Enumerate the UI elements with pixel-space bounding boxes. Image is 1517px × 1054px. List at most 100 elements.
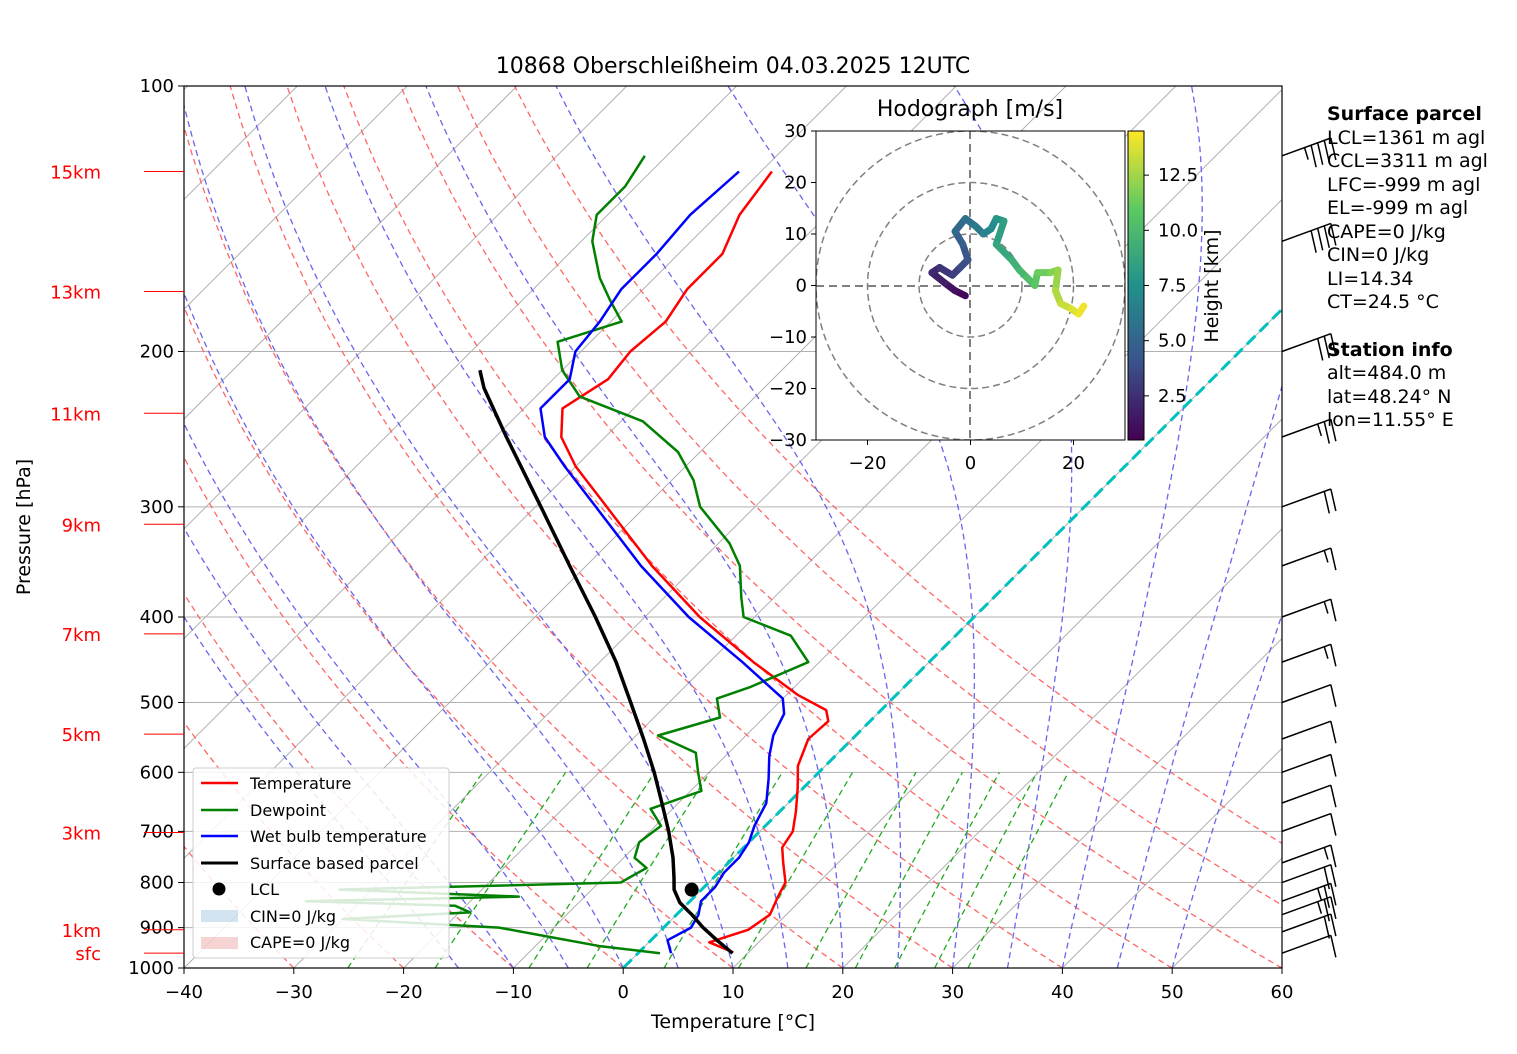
wind-barb <box>1281 784 1337 808</box>
barb-flag <box>1330 547 1337 571</box>
barb-flag <box>1323 421 1331 444</box>
dry-adiabat <box>184 305 734 968</box>
y-tick-label: 200 <box>140 342 174 363</box>
x-tick-label: 10 <box>722 982 745 1003</box>
barb-staff <box>1281 844 1332 864</box>
legend-box <box>192 767 450 959</box>
barb-flag <box>1316 887 1323 901</box>
wind-barb <box>1281 137 1337 168</box>
legend: Temperature Dewpoint Wet bulb temperatur… <box>192 767 450 959</box>
barb-flag <box>1310 230 1317 253</box>
hodograph-y-tick-label: 30 <box>784 121 807 142</box>
hodograph-segment <box>1075 302 1088 318</box>
x-axis-ticks: −40 −30 −20 −10 0 10 20 30 40 50 60 <box>165 968 1293 1003</box>
isotherm <box>184 86 518 420</box>
x-tick-label: 0 <box>617 982 628 1003</box>
y-tick-label: 100 <box>140 76 174 97</box>
hodograph-ticks: −30 −20 −10 0 10 20 30 −20 0 20 <box>769 121 1085 474</box>
y-tick-label: 500 <box>140 692 174 713</box>
isotherm <box>842 528 1282 968</box>
moist-adiabat <box>184 422 569 968</box>
wind-barb <box>1281 753 1337 777</box>
moist-adiabat <box>324 86 789 968</box>
barb-flag <box>1323 550 1329 563</box>
hodograph-segment <box>992 240 1016 264</box>
barb-flag <box>1330 864 1337 887</box>
barb-staff <box>1281 934 1332 954</box>
barb-staff <box>1281 753 1332 774</box>
y-tick-label: 300 <box>140 497 174 518</box>
barb-flag <box>1323 866 1331 890</box>
y-axis-ticks: 1000 900 800 700 600 500 400 300 200 100 <box>128 76 184 979</box>
barb-flag <box>1330 754 1337 777</box>
x-tick-label: 40 <box>1051 982 1074 1003</box>
moist-adiabat <box>555 86 902 968</box>
barb-staff <box>1281 913 1332 933</box>
hodograph-y-tick-label: 10 <box>784 224 807 245</box>
info-panel: Surface parcel LCL=1361 m agl CCL=3311 m… <box>1327 103 1488 433</box>
legend-label-cape: CAPE=0 J/kg <box>250 933 350 952</box>
isotherm <box>184 86 408 310</box>
dry-adiabat <box>457 86 1282 906</box>
hodograph-title: Hodograph [m/s] <box>877 97 1063 122</box>
series-wet-bulb-temperature <box>539 170 786 954</box>
barb-flag <box>1323 601 1329 614</box>
barb-flag <box>1330 684 1337 707</box>
surface-line-cin: CIN=0 J/kg <box>1327 244 1430 266</box>
freezing-isotherm-line <box>622 307 1282 968</box>
hodograph-x-tick-label: 20 <box>1062 453 1085 474</box>
x-tick-label: −10 <box>494 982 532 1003</box>
isotherm <box>1062 747 1282 968</box>
surface-line-lfc: LFC=-999 m agl <box>1327 173 1481 196</box>
barb-staff <box>1281 784 1332 804</box>
y-tick-label: 400 <box>140 607 174 628</box>
wind-barb <box>1281 332 1337 361</box>
hodograph-y-tick-label: −10 <box>769 327 807 348</box>
barb-flag <box>1330 935 1337 958</box>
wind-barb <box>1281 863 1337 890</box>
moist-adiabat <box>244 86 734 968</box>
mixing-ratio-line <box>805 771 917 968</box>
legend-label-parcel: Surface based parcel <box>250 854 419 873</box>
barb-staff <box>1281 488 1332 508</box>
series-surface-based-parcel <box>478 369 734 955</box>
mixing-ratio-line <box>663 771 783 968</box>
hodograph-colorbar <box>1127 130 1145 441</box>
isotherm <box>184 86 737 640</box>
surface-line-el: EL=-999 m agl <box>1327 197 1469 219</box>
legend-label-dewpoint: Dewpoint <box>250 801 326 820</box>
barb-flag <box>1323 335 1331 359</box>
dry-adiabat <box>400 86 1282 968</box>
y-axis-label: Pressure [hPa] <box>13 459 35 595</box>
surface-line-lcl: LCL=1361 m agl <box>1327 126 1486 149</box>
barb-staff <box>1281 896 1332 916</box>
moist-adiabat <box>1061 86 1203 968</box>
wind-barb <box>1281 547 1337 571</box>
height-label: 1km <box>62 921 101 942</box>
barb-flag <box>1330 721 1337 744</box>
barb-flag <box>1330 137 1337 161</box>
wind-barb <box>1281 683 1337 707</box>
legend-label-lcl: LCL <box>250 880 279 899</box>
barb-flag <box>1323 847 1329 860</box>
legend-label-temperature: Temperature <box>249 774 351 793</box>
hodograph-y-tick-label: 0 <box>796 276 807 297</box>
x-tick-label: −20 <box>385 982 423 1003</box>
moist-adiabat <box>184 526 514 968</box>
y-tick-label: 700 <box>140 821 174 842</box>
mixing-ratio-lines <box>347 771 1069 968</box>
station-info-header: Station info <box>1327 338 1453 361</box>
barb-flag <box>1323 491 1331 514</box>
wind-barbs <box>1281 137 1337 958</box>
barb-flag <box>1323 225 1331 249</box>
barb-staff <box>1281 683 1332 704</box>
barb-flag <box>1323 916 1331 939</box>
dry-adiabat <box>286 86 1063 968</box>
dry-adiabat <box>184 456 624 968</box>
surface-line-cape: CAPE=0 J/kg <box>1327 220 1446 243</box>
barb-flag <box>1330 418 1337 442</box>
mixing-ratio-line <box>967 771 1069 968</box>
height-label: 9km <box>62 515 101 536</box>
